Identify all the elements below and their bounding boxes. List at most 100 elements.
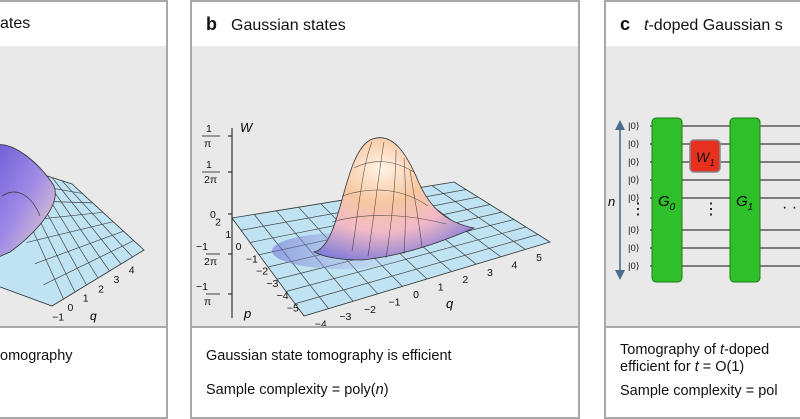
panel-c-footer-line2: efficient for t = O(1): [620, 359, 744, 375]
panel-c-label: c: [620, 14, 631, 34]
q-tick-label: −3: [339, 311, 351, 323]
ket-label: |0⟩: [628, 157, 640, 168]
w-tick-num: 1: [206, 123, 212, 135]
ket-label: |0⟩: [628, 243, 640, 254]
w-tick-den: π: [204, 138, 211, 150]
a-q-tick-label: 3: [113, 274, 119, 286]
w-tick-num: 1: [206, 159, 212, 171]
horizontal-dots: · ·: [782, 199, 797, 216]
ket-label: |0⟩: [628, 121, 640, 132]
panel-b-header: b Gaussian states: [192, 2, 578, 48]
gate-g0-label: G0: [658, 193, 676, 213]
panel-a: ates −1 0 1 2 3 4 q omography: [0, 0, 168, 419]
grid-line: [34, 230, 124, 265]
panel-b-title: Gaussian states: [231, 17, 346, 34]
q-tick-label: −1: [389, 296, 401, 308]
panel-c-footer-line1-prefix: Tomography of: [620, 342, 720, 358]
panel-b-p-label: p: [243, 306, 251, 321]
ket-vertical-dots: ⋮: [630, 201, 646, 218]
a-q-tick-label: 4: [129, 265, 135, 277]
p-tick-label: −3: [266, 278, 278, 290]
grid-line: [51, 177, 122, 265]
a-q-tick-label: 1: [83, 293, 89, 305]
grid-line: [61, 180, 133, 258]
panel-a-footer: omography: [0, 328, 166, 417]
q-tick-label: 5: [536, 252, 542, 264]
grid-line: [294, 234, 539, 305]
gate-g1: [729, 117, 761, 283]
panel-c-footer-line3: Sample complexity = pol: [620, 383, 778, 399]
panel-c-circuit: n |0⟩ |0⟩ |0⟩ |0⟩ |0⟩ |0⟩ |0⟩ |0⟩ G0 W1 ⋮ G1 · …: [608, 117, 800, 283]
panel-b-footer-line2-prefix: Sample complexity = poly(: [206, 382, 376, 398]
p-tick-label: −2: [256, 266, 268, 278]
panel-c-figure: n |0⟩ |0⟩ |0⟩ |0⟩ |0⟩ |0⟩ |0⟩ |0⟩ G0 W1 ⋮ G1 · …: [606, 46, 800, 328]
n-label: n: [608, 194, 615, 209]
ket-label: |0⟩: [628, 175, 640, 186]
grid-line: [26, 221, 114, 243]
w-tick-num: −1: [196, 241, 208, 253]
panel-c-title-var: t: [644, 17, 649, 34]
panel-a-title: ates: [0, 15, 31, 32]
grid-line: [285, 226, 527, 292]
ket-label: |0⟩: [628, 139, 640, 150]
panel-c-footer-line2-prefix: efficient for: [620, 359, 695, 375]
panel-c-title: -doped Gaussian s: [648, 17, 783, 34]
panel-a-footer-text: omography: [0, 348, 73, 364]
q-tick-label: −4: [315, 319, 327, 326]
gate-w1: [689, 139, 721, 173]
n-arrow-head-down: [615, 270, 625, 280]
panel-b-label: b: [206, 14, 217, 34]
w-tick-den: 2π: [204, 256, 217, 268]
q-tick-label: 2: [462, 274, 468, 286]
w-tick-den: 2π: [204, 174, 217, 186]
p-tick-label: −5: [287, 302, 299, 314]
panel-c-footer-line2-rest: = O(1): [698, 359, 745, 375]
p-tick-label: −4: [277, 290, 289, 302]
panel-b-footer-line2: Sample complexity = poly(n): [206, 382, 389, 398]
q-tick-label: 3: [487, 267, 493, 279]
q-tick-label: 0: [413, 289, 419, 301]
panel-b-gaussian-surface: [312, 137, 476, 261]
p-tick-label: 0: [236, 241, 242, 253]
a-q-tick-label: 0: [67, 302, 73, 314]
panel-a-q-label: q: [90, 309, 97, 323]
panel-c-header: c t-doped Gaussian s: [606, 2, 800, 48]
q-tick-label: 4: [512, 259, 518, 271]
panel-b-w-label: W: [240, 120, 254, 135]
ket-label: |0⟩: [628, 193, 640, 204]
grid-line: [43, 240, 134, 286]
panel-a-header: ates: [0, 2, 166, 48]
panel-c-footer: Tomography of t-doped efficient for t = …: [606, 328, 800, 417]
gate-g0: [651, 117, 683, 283]
gate-w1-label: W1: [696, 149, 715, 169]
a-q-tick-label: 2: [98, 283, 104, 295]
ket-label: |0⟩: [628, 225, 640, 236]
panel-b-figure: 1 π 1 2π 0 −1 2π −1 π W −4 −3 −2 −1 0 1 2 3 4 5 2 1 0 −1 −2 −3…: [192, 46, 578, 328]
p-tick-label: 1: [225, 229, 231, 241]
p-tick-label: 2: [215, 217, 221, 229]
panel-c-footer-line1: Tomography of t-doped: [620, 342, 769, 358]
gate-g1-label: G1: [736, 193, 753, 213]
panel-c: c t-doped Gaussian s n |0⟩ |0⟩ |0⟩ |0⟩ |0⟩ |0⟩…: [604, 0, 800, 419]
panel-b-footer-line2-suffix: ): [383, 382, 389, 398]
ket-label: |0⟩: [628, 261, 640, 272]
p-tick-label: −1: [246, 253, 258, 265]
vertical-dots: ⋮: [703, 201, 719, 218]
q-tick-label: 1: [438, 282, 444, 294]
panel-b-footer-line1: Gaussian state tomography is efficient: [206, 348, 452, 364]
w-tick-zero: 0: [210, 209, 216, 221]
panel-b: b Gaussian states: [190, 0, 580, 419]
w-tick-den: π: [204, 296, 211, 308]
w-tick-num: −1: [196, 281, 208, 293]
n-arrow-head-up: [615, 120, 625, 130]
panel-b-footer-line2-var: n: [375, 382, 384, 398]
q-tick-label: −2: [364, 304, 376, 316]
panel-a-figure: −1 0 1 2 3 4 q: [0, 46, 166, 328]
panel-c-footer-line1-rest: -doped: [723, 342, 770, 358]
a-q-tick-label: −1: [52, 311, 64, 323]
panel-c-footer-line1-var: t: [719, 342, 724, 358]
panel-c-footer-line2-var: t: [694, 359, 699, 375]
panel-b-footer: Gaussian state tomography is efficient S…: [192, 328, 578, 417]
